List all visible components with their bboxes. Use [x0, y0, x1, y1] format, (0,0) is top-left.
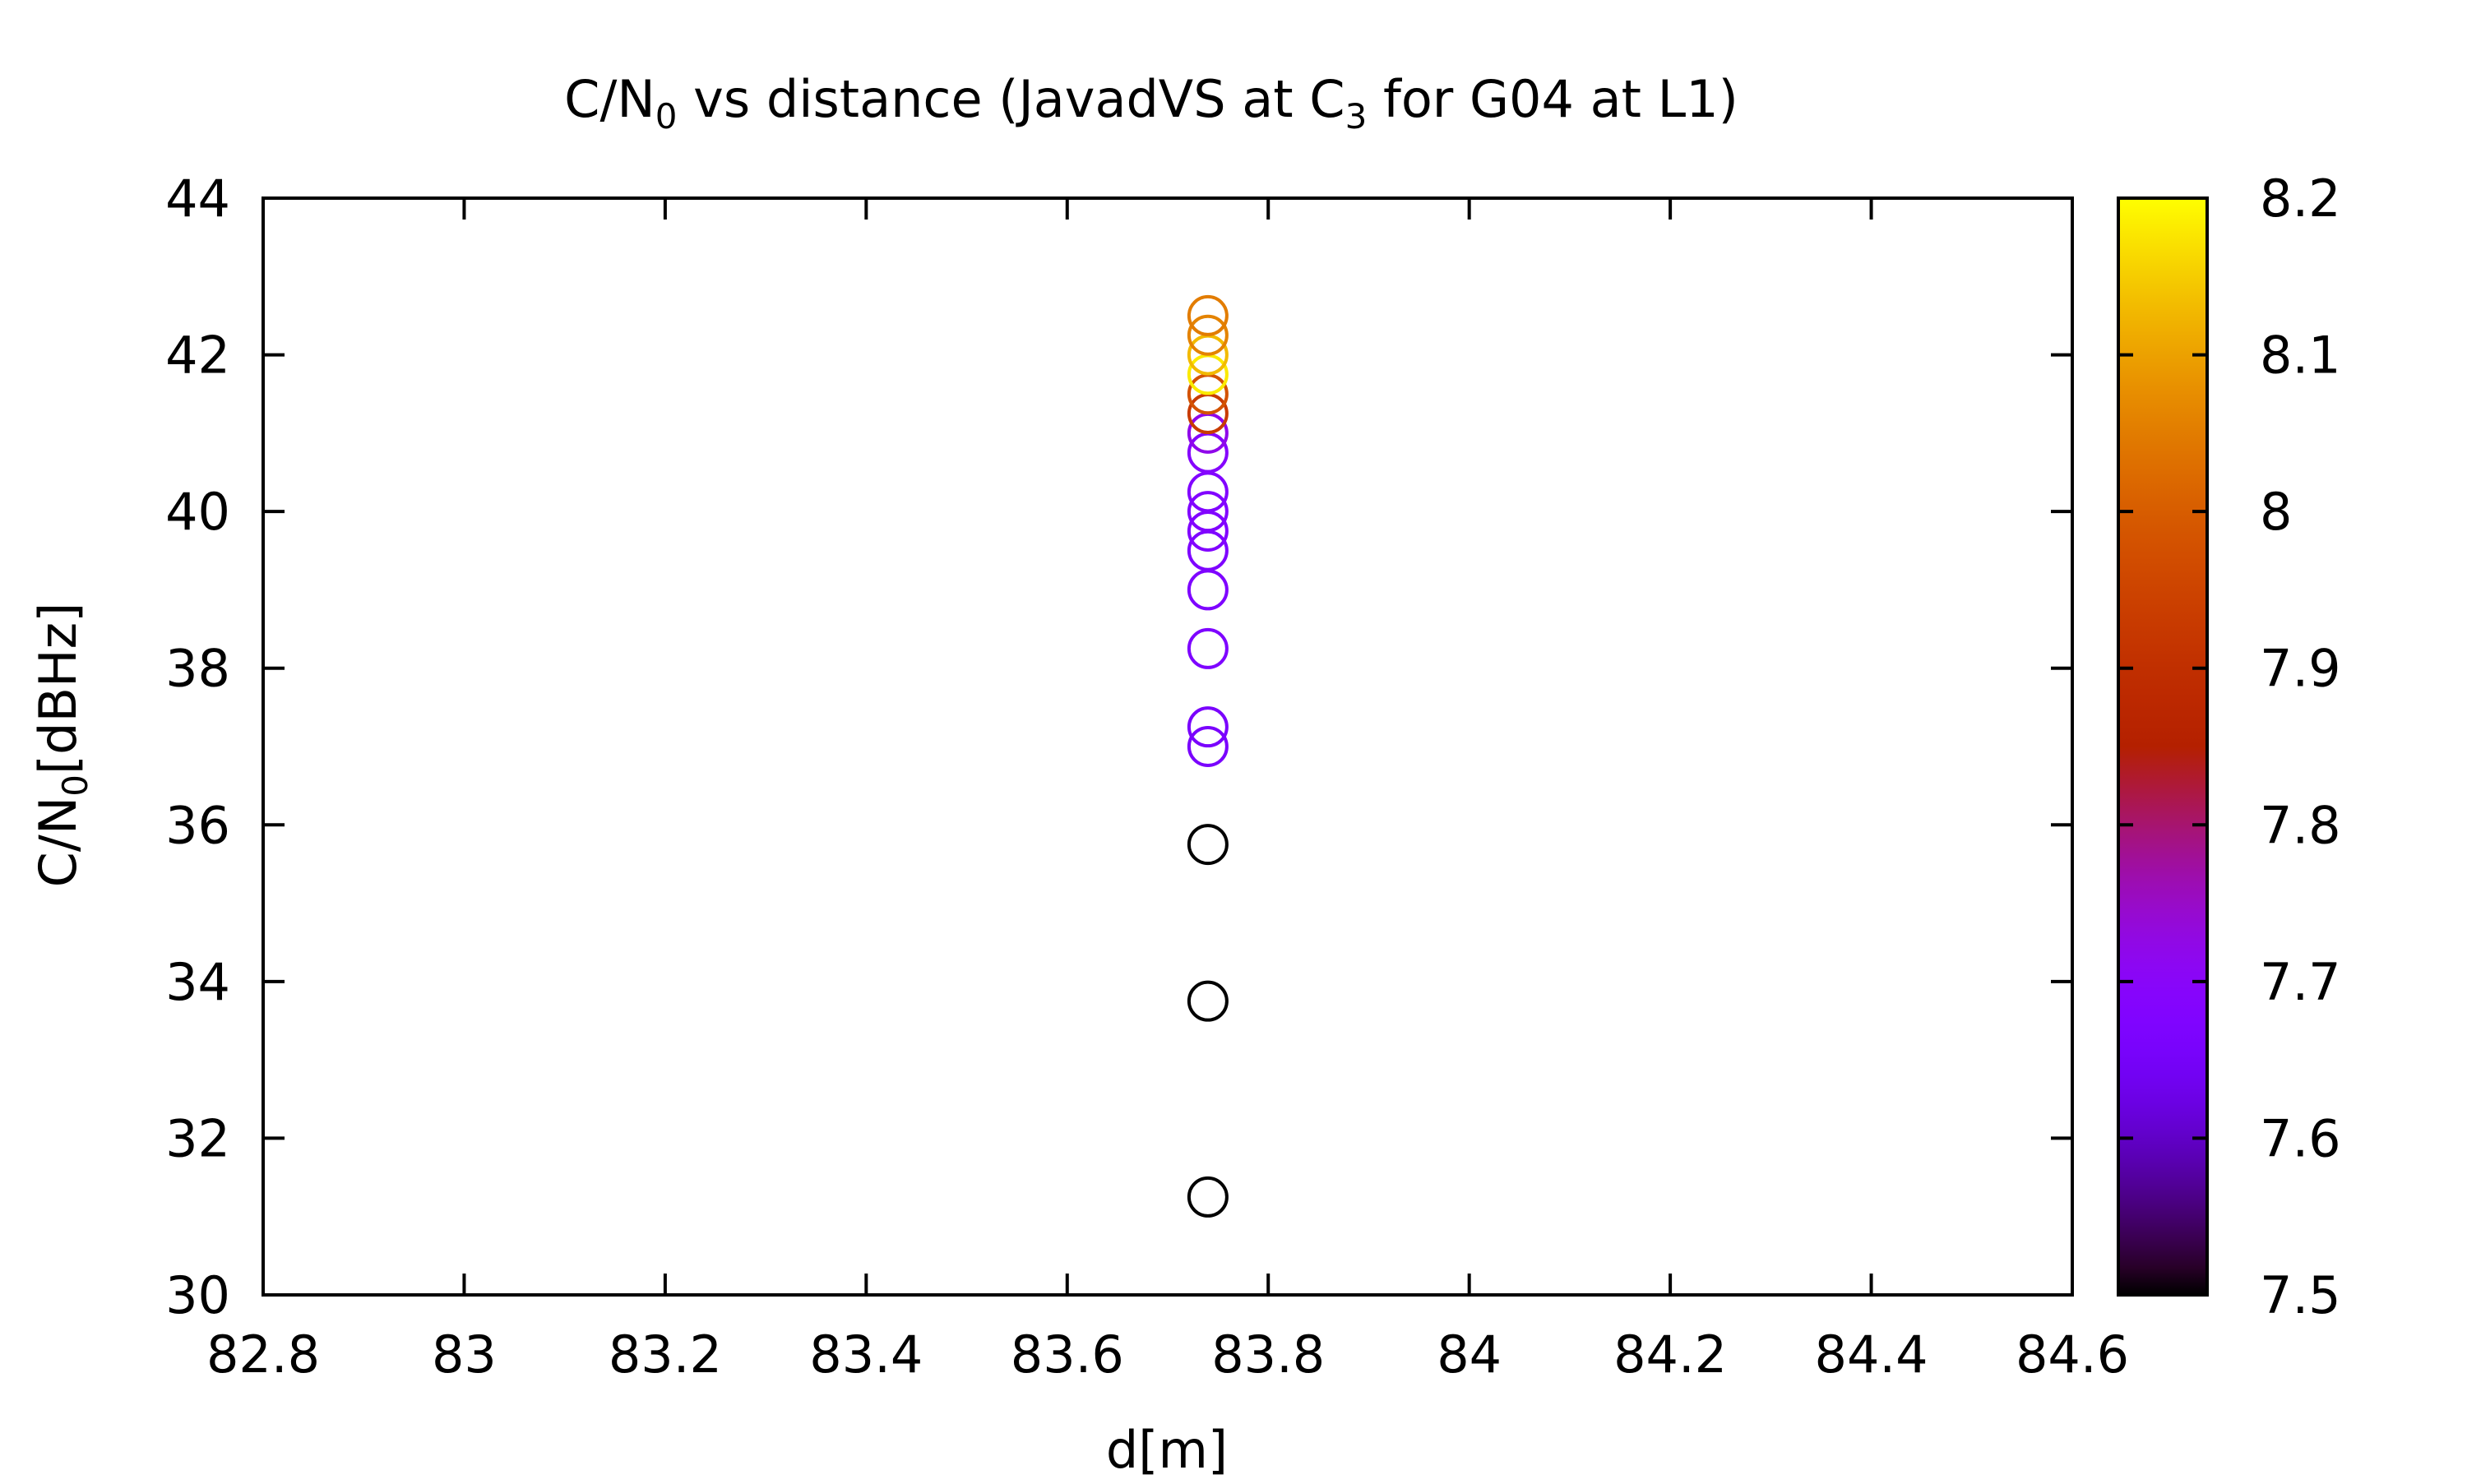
- colorbar-gradient: [2118, 198, 2207, 1295]
- x-tick-label: 84.4: [1815, 1325, 1928, 1385]
- data-point: [1187, 294, 1229, 336]
- x-tick-label: 82.8: [206, 1325, 320, 1385]
- y-tick-label: 42: [165, 326, 230, 386]
- data-point: [1187, 1176, 1229, 1218]
- colorbar-frame: [2117, 196, 2209, 1297]
- colorbar: 7.5 7.6 7.7 7.8 7.9 8 8.1 8.2: [2117, 169, 2341, 1325]
- x-tick-label: 83.2: [609, 1325, 722, 1385]
- data-point: [1187, 314, 1229, 356]
- x-tick-label: 83.6: [1011, 1325, 1124, 1385]
- y-tick-label: 36: [165, 795, 230, 855]
- plot-frame: [262, 196, 2074, 1297]
- y-axis-label: C/N0[dBHz]: [28, 603, 95, 888]
- colorbar-tick-label: 8: [2260, 482, 2292, 542]
- tick-layer: 82.8 83 83.2 83.4 83.6 83.8 84 84.2 84.4 84.6 30 32…: [165, 169, 2129, 1385]
- y-tick-label: 30: [165, 1265, 230, 1325]
- y-tick-label: 34: [165, 952, 230, 1012]
- x-tick-label: 83.4: [809, 1325, 923, 1385]
- x-tick-label: 83.8: [1211, 1325, 1325, 1385]
- colorbar-tick-label: 7.5: [2260, 1265, 2341, 1325]
- x-tick-label: 84: [1437, 1325, 1502, 1385]
- data-point: [1187, 706, 1229, 748]
- colorbar-tick-label: 7.8: [2260, 795, 2341, 855]
- x-tick-label: 83: [432, 1325, 497, 1385]
- data-point: [1187, 491, 1229, 533]
- data-point: [1187, 569, 1229, 611]
- colorbar-tick-label: 8.1: [2260, 326, 2341, 386]
- colorbar-tick-label: 7.6: [2260, 1108, 2341, 1168]
- y-tick-label: 32: [165, 1108, 230, 1168]
- y-tick-label: 40: [165, 482, 230, 542]
- points-layer: [1187, 294, 1229, 1218]
- colorbar-tick-label: 7.7: [2260, 952, 2341, 1012]
- data-point: [1187, 627, 1229, 669]
- colorbar-tick-label: 7.9: [2260, 639, 2341, 699]
- data-point: [1187, 726, 1229, 767]
- y-tick-label: 44: [165, 169, 230, 229]
- x-tick-label: 84.6: [2016, 1325, 2129, 1385]
- x-tick-label: 84.2: [1613, 1325, 1727, 1385]
- colorbar-tick-label: 8.2: [2260, 169, 2341, 229]
- y-tick-label: 38: [165, 639, 230, 699]
- data-point: [1187, 980, 1229, 1022]
- x-axis-label: d[m]: [1106, 1420, 1228, 1480]
- chart-title: C/N0 vs distance (JavadVS at C3 for G04 …: [564, 69, 1738, 136]
- data-point: [1187, 824, 1229, 866]
